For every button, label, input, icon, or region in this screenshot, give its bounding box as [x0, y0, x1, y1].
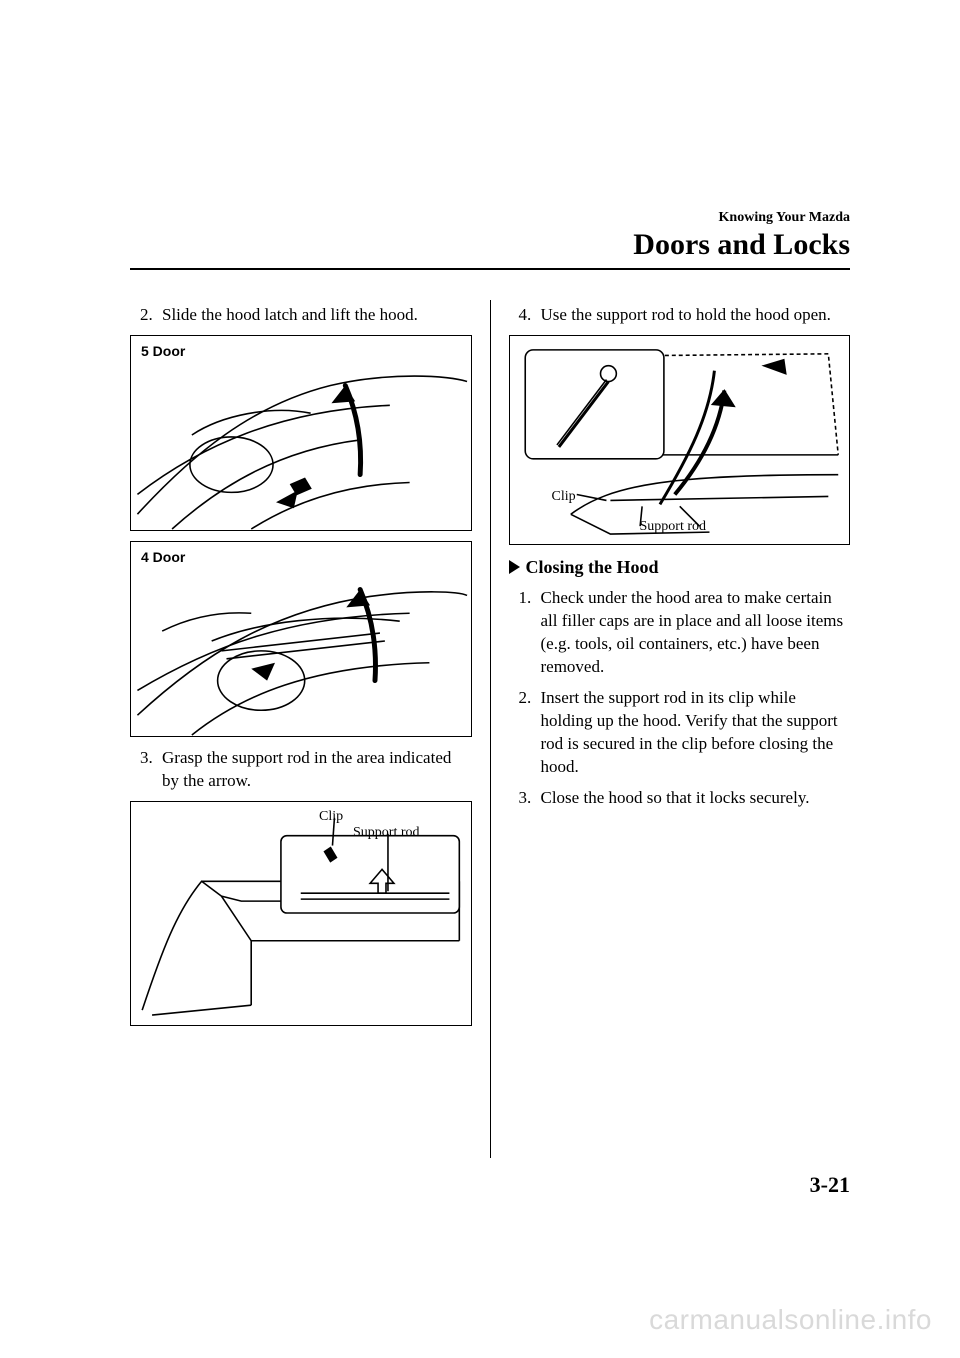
left-column: 2. Slide the hood latch and lift the hoo… — [130, 300, 490, 1158]
annot-support-rod: Support rod — [640, 518, 707, 537]
header-rule — [130, 268, 850, 270]
step-number: 3. — [519, 787, 541, 810]
step-3: 3. Grasp the support rod in the area ind… — [140, 747, 472, 793]
step-text: Grasp the support rod in the area indica… — [162, 747, 472, 793]
closing-step-1: 1. Check under the hood area to make cer… — [519, 587, 851, 679]
annot-support-rod: Support rod — [353, 824, 420, 843]
step-text: Close the hood so that it locks securely… — [541, 787, 851, 810]
page: Knowing Your Mazda Doors and Locks 2. Sl… — [0, 0, 960, 1358]
header-subtitle: Knowing Your Mazda — [633, 210, 850, 226]
hood-latch-4door-illustration — [131, 542, 471, 736]
step-text: Slide the hood latch and lift the hood. — [162, 304, 472, 327]
closing-step-2: 2. Insert the support rod in its clip wh… — [519, 687, 851, 779]
triangle-bullet-icon — [509, 560, 520, 574]
step-4: 4. Use the support rod to hold the hood … — [519, 304, 851, 327]
step-number: 2. — [519, 687, 541, 779]
figure-4door: 4 Door — [130, 541, 472, 737]
figure-5door: 5 Door — [130, 335, 472, 531]
figure-label: 5 Door — [141, 342, 185, 361]
header-title: Doors and Locks — [633, 228, 850, 262]
closing-step-3: 3. Close the hood so that it locks secur… — [519, 787, 851, 810]
annot-clip: Clip — [552, 488, 576, 507]
figure-label: 4 Door — [141, 548, 185, 567]
content-columns: 2. Slide the hood latch and lift the hoo… — [130, 300, 850, 1158]
step-text: Insert the support rod in its clip while… — [541, 687, 851, 779]
step-number: 4. — [519, 304, 541, 327]
annot-clip: Clip — [319, 808, 343, 827]
step-text: Use the support rod to hold the hood ope… — [541, 304, 851, 327]
step-2: 2. Slide the hood latch and lift the hoo… — [140, 304, 472, 327]
closing-hood-heading: Closing the Hood — [509, 555, 851, 579]
support-rod-grasp-illustration — [131, 802, 471, 1025]
step-number: 1. — [519, 587, 541, 679]
page-number: 3-21 — [810, 1172, 850, 1198]
step-text: Check under the hood area to make certai… — [541, 587, 851, 679]
watermark: carmanualsonline.info — [649, 1304, 932, 1336]
figure-support-rod-grasp: Clip Support rod — [130, 801, 472, 1026]
heading-text: Closing the Hood — [526, 557, 659, 577]
figure-hood-open: Clip Support rod — [509, 335, 851, 545]
step-number: 2. — [140, 304, 162, 327]
hood-latch-5door-illustration — [131, 336, 471, 530]
hood-open-illustration — [510, 336, 850, 544]
right-column: 4. Use the support rod to hold the hood … — [491, 300, 851, 1158]
step-number: 3. — [140, 747, 162, 793]
page-header: Knowing Your Mazda Doors and Locks — [633, 210, 850, 262]
